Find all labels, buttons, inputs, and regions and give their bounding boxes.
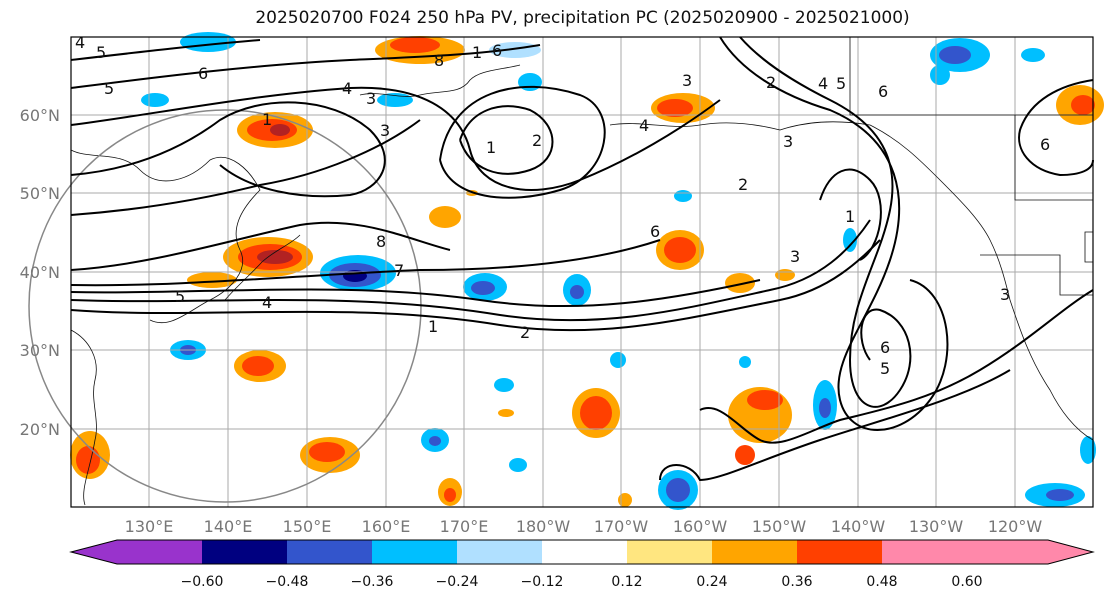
colorbar-tick: −0.12	[521, 574, 564, 590]
colorbar-tick: 0.36	[781, 574, 812, 590]
contour-label: 5	[836, 74, 846, 93]
contour-label: 5	[880, 359, 890, 378]
lat-label: 60°N	[20, 106, 60, 125]
lon-label: 150°E	[283, 517, 332, 536]
map-title: 2025020700 F024 250 hPa PV, precipitatio…	[255, 8, 910, 28]
colorbar-segment	[372, 540, 457, 564]
contour-label: 6	[198, 64, 208, 83]
colorbar-segment	[797, 540, 882, 564]
contour-label: 5	[104, 79, 114, 98]
colorbar-tick: 0.24	[696, 574, 727, 590]
contour-label: 2	[532, 131, 542, 150]
contour-label: 1	[472, 43, 482, 62]
lon-label: 170°E	[440, 517, 489, 536]
colorbar-tick: −0.24	[436, 574, 479, 590]
contour-label: 3	[790, 247, 800, 266]
contour-label: 4	[262, 293, 272, 312]
contour-label: 8	[376, 232, 386, 251]
lat-label: 30°N	[20, 341, 60, 360]
lon-label: 130°W	[909, 517, 964, 536]
contour-label: 3	[783, 132, 793, 151]
colorbar-segment	[542, 540, 627, 564]
contour-label: 4	[342, 79, 352, 98]
contour-label: 7	[394, 261, 404, 280]
contour-label: 5	[175, 287, 185, 306]
contour-label: 2	[520, 323, 530, 342]
contour-label: 3	[682, 71, 692, 90]
contour-label: 4	[639, 116, 649, 135]
lon-label: 140°E	[204, 517, 253, 536]
contour-label: 4	[75, 33, 85, 52]
lon-label: 140°W	[831, 517, 886, 536]
contour-label: 6	[650, 222, 660, 241]
lon-labels: 130°E 140°E 150°E 160°E 170°E 180°W 170°…	[125, 517, 1043, 536]
map-border	[70, 36, 1094, 508]
colorbar-tick: 0.12	[611, 574, 642, 590]
colorbar-extend-low	[71, 540, 117, 564]
colorbar-segment	[627, 540, 712, 564]
contour-label: 6	[1040, 135, 1050, 154]
colorbar-tick: −0.60	[181, 574, 224, 590]
coastlines	[70, 37, 1094, 506]
colorbar: −0.60 −0.48 −0.36 −0.24 −0.12 0.12 0.24 …	[69, 539, 1095, 590]
colorbar-segment	[117, 540, 202, 564]
contour-label: 4	[818, 74, 828, 93]
contour-label: 5	[96, 43, 106, 62]
lon-label: 150°W	[752, 517, 807, 536]
colorbar-segment	[287, 540, 372, 564]
colorbar-segment	[202, 540, 287, 564]
lon-label: 170°W	[594, 517, 649, 536]
contour-label: 6	[492, 41, 502, 60]
contour-label: 3	[1000, 285, 1010, 304]
lon-label: 180°W	[516, 517, 571, 536]
lat-label: 50°N	[20, 184, 60, 203]
lon-label: 160°E	[362, 517, 411, 536]
contour-label: 1	[486, 138, 496, 157]
contour-label: 1	[845, 207, 855, 226]
contour-label: 1	[262, 110, 272, 129]
colorbar-segment	[712, 540, 797, 564]
contour-label: 3	[366, 89, 376, 108]
contour-label: 8	[434, 51, 444, 70]
colorbar-tick: 0.60	[951, 574, 982, 590]
colorbar-tick: 0.48	[866, 574, 897, 590]
lat-label: 40°N	[20, 263, 60, 282]
lat-label: 20°N	[20, 420, 60, 439]
lon-label: 130°E	[125, 517, 174, 536]
contour-label: 3	[380, 121, 390, 140]
contour-labels: 5 6 5 4 3 1 4 8 1 6 2 2 4 5 6 3 1 2 3 6 …	[75, 33, 1050, 378]
lat-labels: 60°N 50°N 40°N 30°N 20°N	[20, 106, 60, 439]
colorbar-tick: −0.36	[351, 574, 394, 590]
lon-label: 120°W	[988, 517, 1043, 536]
lon-label: 160°W	[673, 517, 728, 536]
contour-label: 2	[738, 175, 748, 194]
contour-label: 1	[428, 317, 438, 336]
contour-label: 2	[766, 73, 776, 92]
contour-label: 6	[880, 338, 890, 357]
colorbar-segment	[457, 540, 542, 564]
colorbar-extend-high	[882, 540, 1093, 564]
contour-label: 6	[878, 82, 888, 101]
pv-contours	[70, 36, 1094, 482]
colorbar-tick: −0.48	[266, 574, 309, 590]
